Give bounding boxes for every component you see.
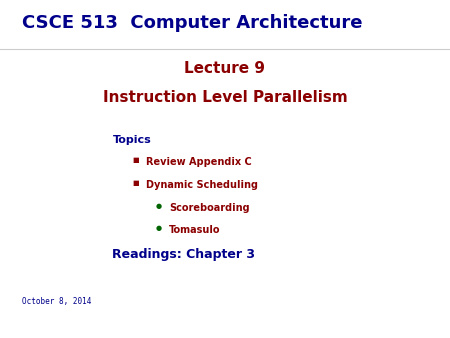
Text: ■: ■ [133,180,140,186]
Text: Lecture 9: Lecture 9 [184,61,266,76]
Text: ●: ● [155,203,162,209]
Text: October 8, 2014: October 8, 2014 [22,297,92,307]
Text: ■: ■ [133,157,140,163]
Text: Scoreboarding: Scoreboarding [169,203,249,213]
Text: CSCE 513  Computer Architecture: CSCE 513 Computer Architecture [22,14,363,31]
Text: Review Appendix C: Review Appendix C [146,157,252,167]
Text: Readings: Chapter 3: Readings: Chapter 3 [112,248,256,261]
Text: Tomasulo: Tomasulo [169,225,220,235]
Text: Dynamic Scheduling: Dynamic Scheduling [146,180,258,190]
Text: Topics: Topics [112,135,151,145]
Text: ●: ● [155,225,162,231]
Text: Instruction Level Parallelism: Instruction Level Parallelism [103,90,347,104]
